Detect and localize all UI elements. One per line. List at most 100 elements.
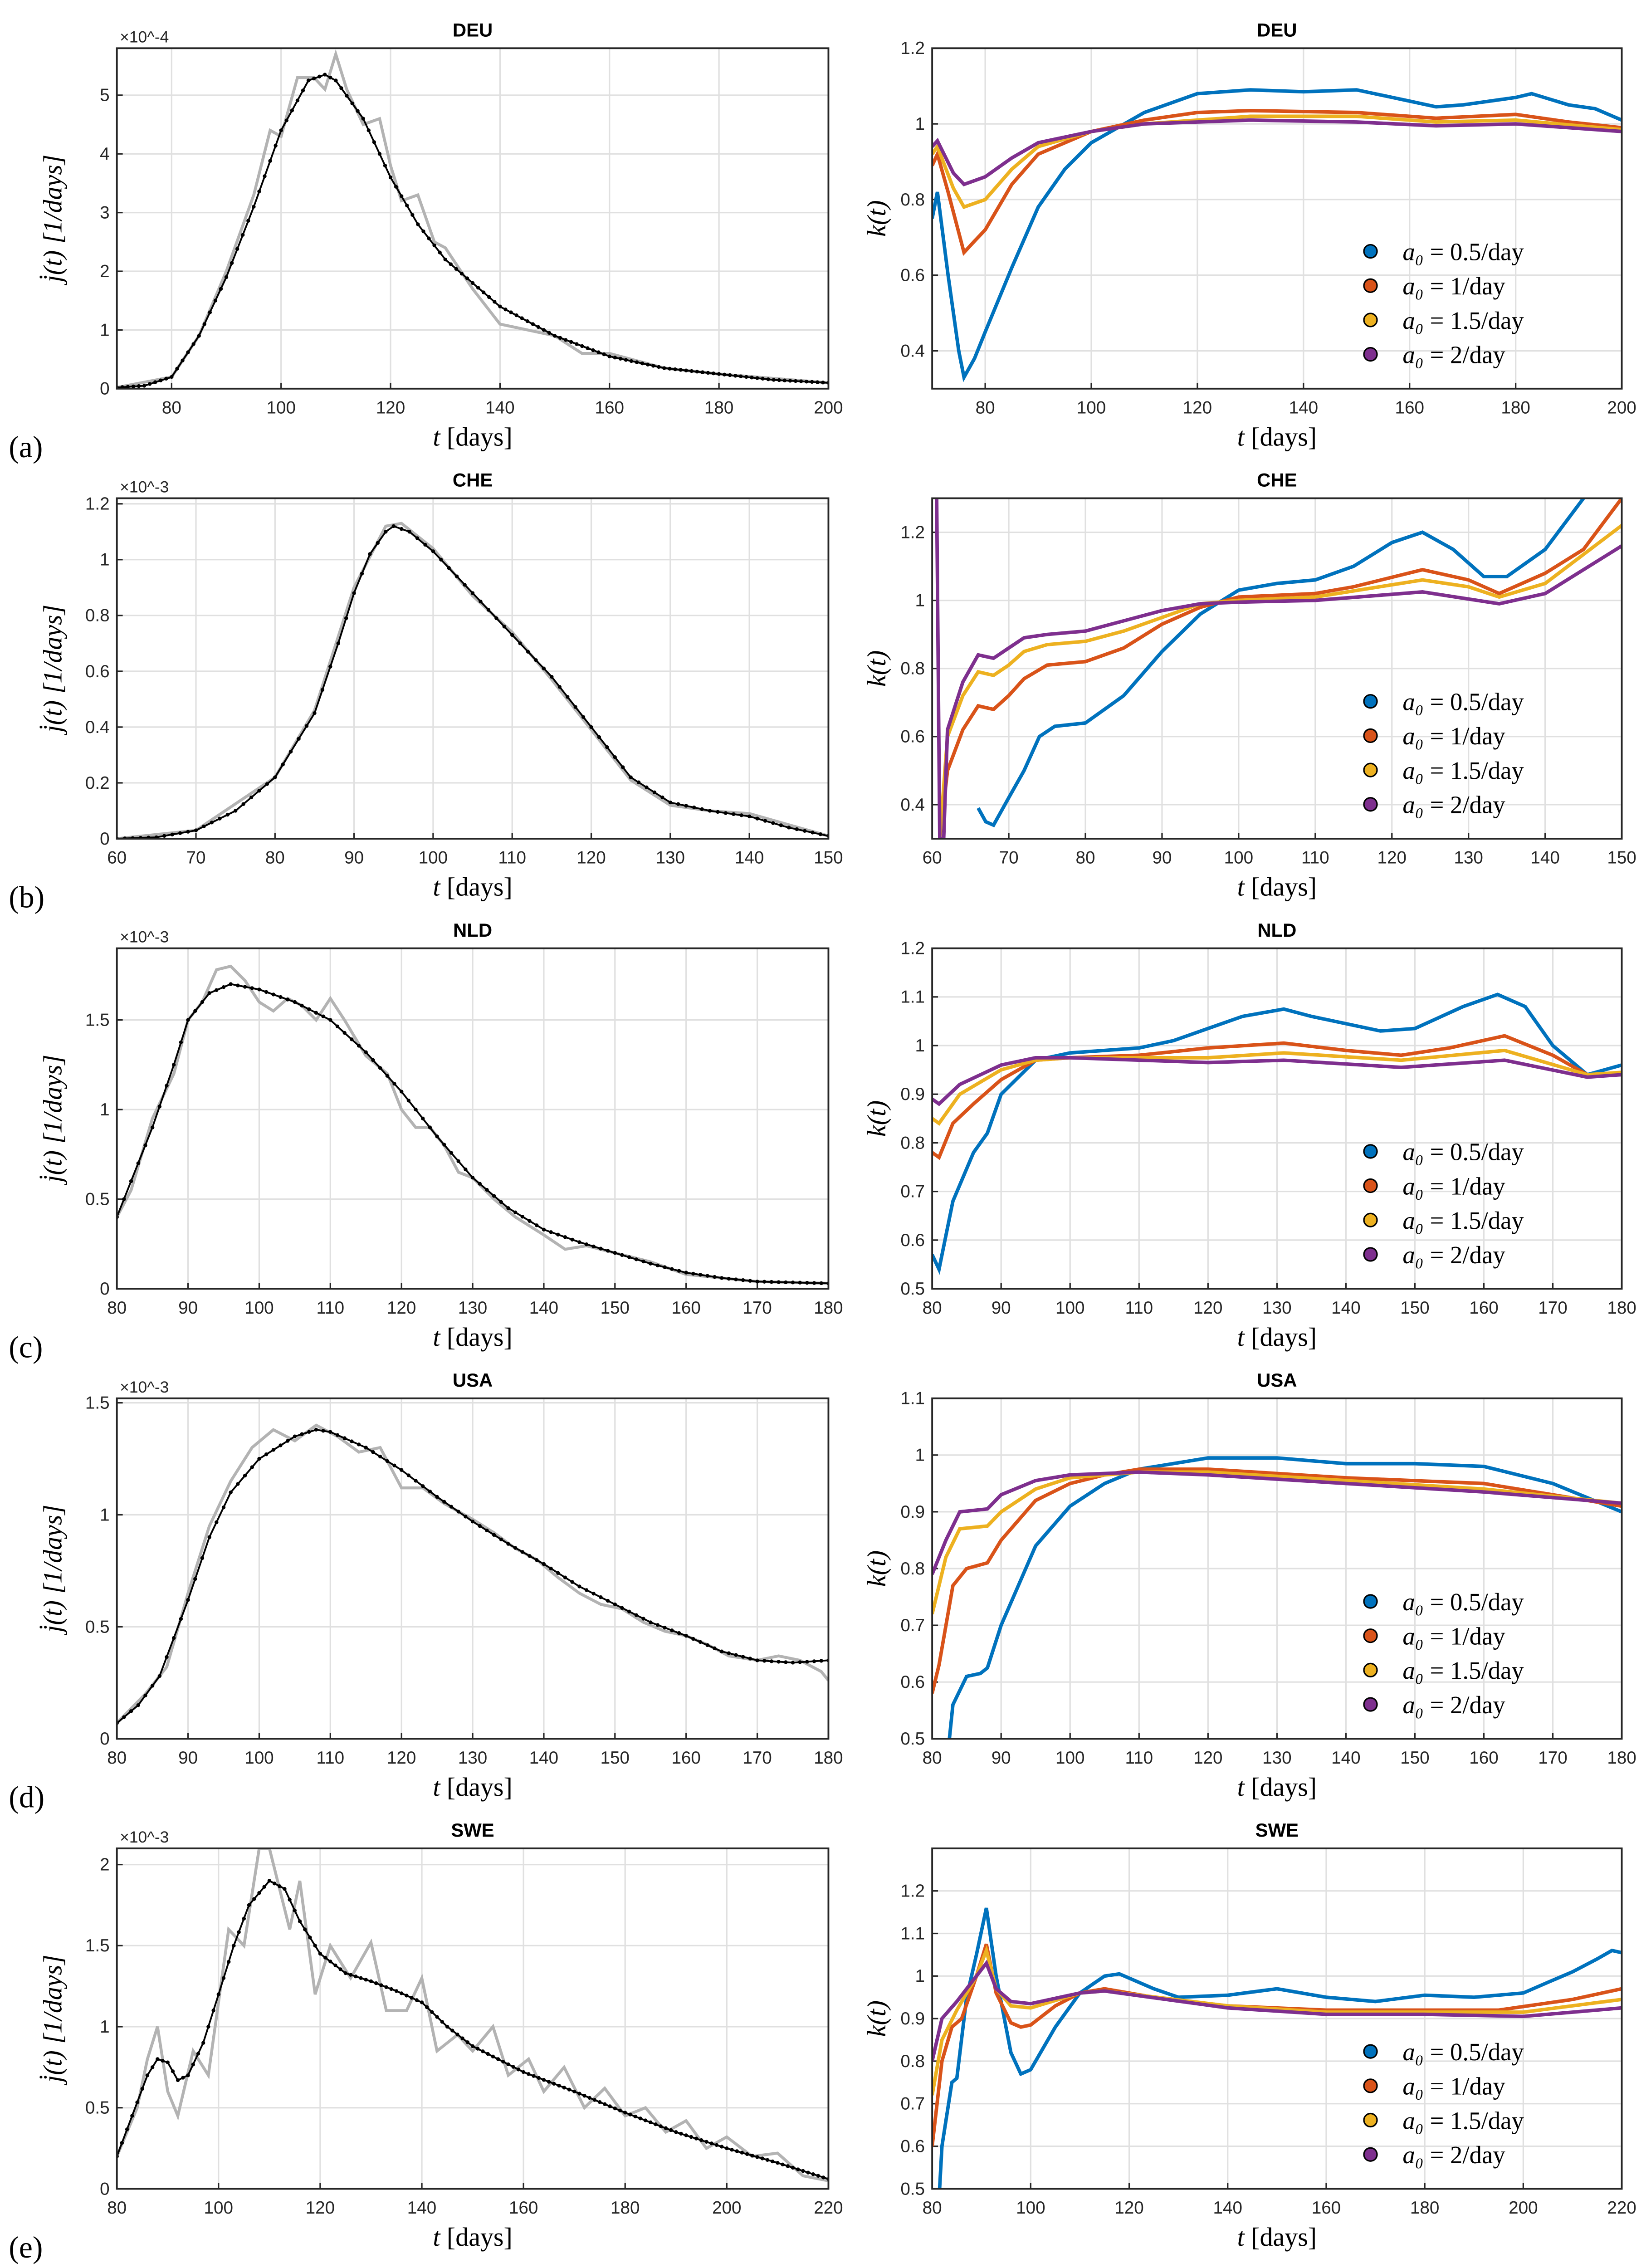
fit-marker: [589, 725, 593, 729]
fit-marker: [278, 1884, 282, 1888]
fit-marker: [513, 1210, 518, 1215]
fit-marker: [338, 1967, 342, 1971]
fit-marker: [215, 988, 219, 992]
axis-exponent: ×10^-3: [120, 478, 169, 496]
fit-marker: [643, 2118, 648, 2122]
fit-marker: [194, 828, 198, 832]
fit-marker: [159, 378, 163, 382]
fit-marker: [414, 1107, 418, 1112]
fit-marker: [130, 2114, 134, 2118]
fit-marker: [582, 2094, 586, 2098]
legend-entry: a₀ = 1.5/day: [1402, 1207, 1524, 1234]
fit-marker: [359, 1976, 363, 1980]
fit-marker: [136, 1703, 140, 1707]
fit-marker: [463, 582, 467, 587]
x-tick-label: 100: [1077, 398, 1106, 418]
x-tick-label: 130: [656, 848, 685, 868]
fit-marker: [730, 2148, 734, 2152]
fit-marker: [288, 1897, 292, 1902]
x-tick-label: 140: [407, 2198, 436, 2218]
fit-marker: [689, 369, 694, 373]
fit-marker: [342, 1436, 347, 1440]
fit-marker: [224, 275, 229, 279]
fit-marker: [694, 2136, 698, 2141]
x-tick-label: 160: [1469, 1748, 1498, 1768]
fit-marker: [454, 267, 459, 271]
fit-marker: [618, 2108, 622, 2112]
fit-marker: [230, 261, 234, 265]
x-axis-label: t [days]: [433, 422, 512, 451]
fit-marker: [520, 316, 524, 320]
fit-marker: [677, 1269, 681, 1273]
fit-marker: [679, 368, 683, 372]
fit-marker: [806, 2170, 810, 2175]
subplot-usa-k: 80 90 100 110 120 130 140 150 160 170 180 0.5 0.6 0.7…: [862, 1369, 1636, 1802]
fit-marker: [506, 2062, 510, 2067]
fit-marker: [122, 1197, 126, 1201]
fit-marker: [314, 1011, 318, 1015]
panel-label: (b): [9, 880, 44, 914]
fit-marker: [179, 1617, 183, 1621]
fit-marker: [435, 1495, 439, 1499]
fit-marker: [300, 1432, 304, 1436]
x-tick-label: 120: [1114, 2198, 1143, 2218]
k-series-line-3: [935, 498, 1622, 839]
fit-marker: [552, 334, 557, 338]
x-tick-label: 170: [1538, 1748, 1567, 1768]
x-tick-label: 180: [814, 1748, 843, 1768]
x-tick-label: 100: [1224, 848, 1253, 868]
fit-marker: [213, 298, 218, 303]
fit-marker: [350, 1439, 354, 1443]
x-tick-label: 70: [186, 848, 206, 868]
y-tick-label: 0.8: [900, 190, 925, 210]
fit-marker: [572, 2089, 576, 2094]
fit-marker: [449, 262, 453, 266]
fit-marker: [348, 1973, 353, 1977]
plot-area: [117, 48, 829, 389]
fit-marker: [481, 2049, 485, 2053]
x-tick-label: 200: [1607, 398, 1636, 418]
fit-marker: [732, 812, 736, 816]
k-series-line-2: [932, 1048, 1622, 1126]
fit-marker: [542, 666, 546, 670]
y-tick-label: 1.2: [900, 938, 925, 958]
fit-marker: [679, 2131, 683, 2136]
fit-marker: [659, 2124, 663, 2128]
fit-marker: [186, 1598, 190, 1602]
fit-marker: [727, 1651, 731, 1655]
fit-marker: [196, 2052, 200, 2056]
k-series-line-1: [932, 1467, 1622, 1694]
fit-marker: [301, 88, 305, 93]
fit-marker: [755, 376, 759, 380]
fit-marker: [575, 342, 579, 346]
fit-marker: [476, 286, 480, 290]
fit-marker: [333, 1963, 337, 1968]
fit-marker: [714, 2143, 719, 2147]
y-tick-label: 0.7: [900, 2094, 925, 2114]
fit-marker: [455, 574, 459, 578]
subplot-title: USA: [453, 1369, 493, 1391]
fit-marker: [350, 1037, 354, 1041]
fit-marker: [700, 370, 705, 374]
fit-marker: [142, 384, 147, 388]
fit-marker: [705, 1274, 709, 1278]
fit-marker: [816, 380, 820, 384]
fit-marker: [525, 319, 529, 323]
fit-marker: [608, 2104, 612, 2108]
axes-box: [931, 947, 1623, 1290]
fit-marker: [562, 2086, 566, 2090]
fit-marker: [770, 2159, 775, 2164]
fit-marker: [369, 1979, 373, 1984]
fit-marker: [765, 2158, 770, 2162]
fit-marker: [506, 1206, 510, 1210]
fit-marker: [191, 342, 195, 346]
fit-marker: [334, 78, 338, 83]
fit-marker: [485, 1188, 489, 1192]
fit-marker: [157, 1105, 162, 1109]
fit-marker: [587, 2096, 591, 2100]
y-tick-label: 1: [100, 2017, 110, 2037]
x-tick-label: 140: [1530, 848, 1559, 868]
fit-marker: [542, 2078, 546, 2082]
fit-marker: [445, 2024, 449, 2029]
x-tick-label: 100: [419, 848, 448, 868]
